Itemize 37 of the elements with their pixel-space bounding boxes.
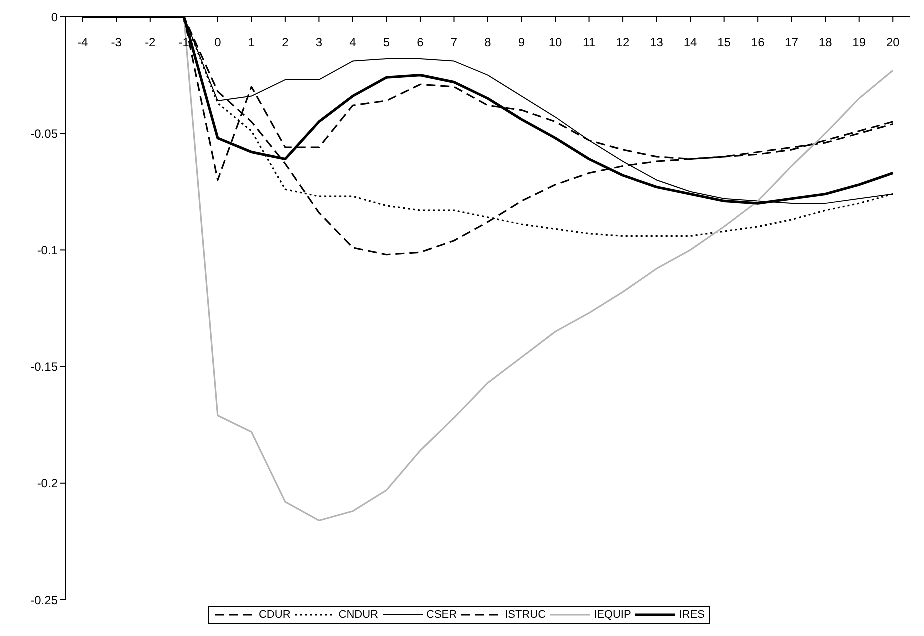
x-tick-label: 18 — [818, 36, 833, 50]
x-tick-label: -3 — [111, 36, 122, 50]
x-tick-label: 4 — [350, 36, 357, 50]
x-tick-label: 20 — [886, 36, 900, 50]
y-tick-label: -0.05 — [30, 126, 58, 141]
x-tick-label: 11 — [583, 36, 596, 50]
x-tick-label: 14 — [684, 36, 698, 50]
legend-label: CDUR — [258, 609, 291, 621]
y-tick-label: -0.25 — [30, 593, 58, 608]
y-tick-label: 0 — [51, 10, 58, 24]
x-tick-label: 10 — [548, 36, 563, 50]
x-tick-label: 17 — [785, 36, 799, 50]
x-tick-label: 13 — [650, 36, 664, 50]
x-tick-label: -1 — [178, 36, 190, 50]
y-tick-label: -0.2 — [37, 476, 58, 491]
y-tick-label: -0.15 — [30, 360, 58, 374]
x-tick-label: 19 — [852, 36, 866, 50]
x-tick-label: 9 — [518, 36, 526, 50]
x-tick-label: 7 — [450, 36, 458, 50]
x-tick-label: 16 — [751, 36, 766, 50]
x-tick-label: 12 — [616, 36, 630, 50]
x-tick-label: -4 — [78, 36, 89, 50]
legend-label: CSER — [426, 609, 458, 621]
x-tick-label: 1 — [248, 36, 256, 50]
x-tick-label: 2 — [282, 36, 290, 50]
legend-label: ISTRUC — [505, 609, 546, 621]
legend-label: IRES — [679, 609, 705, 621]
y-tick-label: -0.1 — [37, 243, 58, 258]
legend-label: CNDUR — [338, 609, 378, 621]
x-tick-label: 15 — [718, 36, 732, 50]
x-tick-label: 5 — [383, 36, 390, 50]
x-tick-label: 6 — [417, 36, 424, 50]
x-tick-label: 8 — [484, 36, 492, 50]
x-tick-label: 0 — [214, 36, 222, 50]
x-tick-label: -2 — [145, 36, 156, 50]
legend-label: IEQUIP — [594, 609, 632, 621]
x-tick-label: 3 — [316, 36, 323, 50]
